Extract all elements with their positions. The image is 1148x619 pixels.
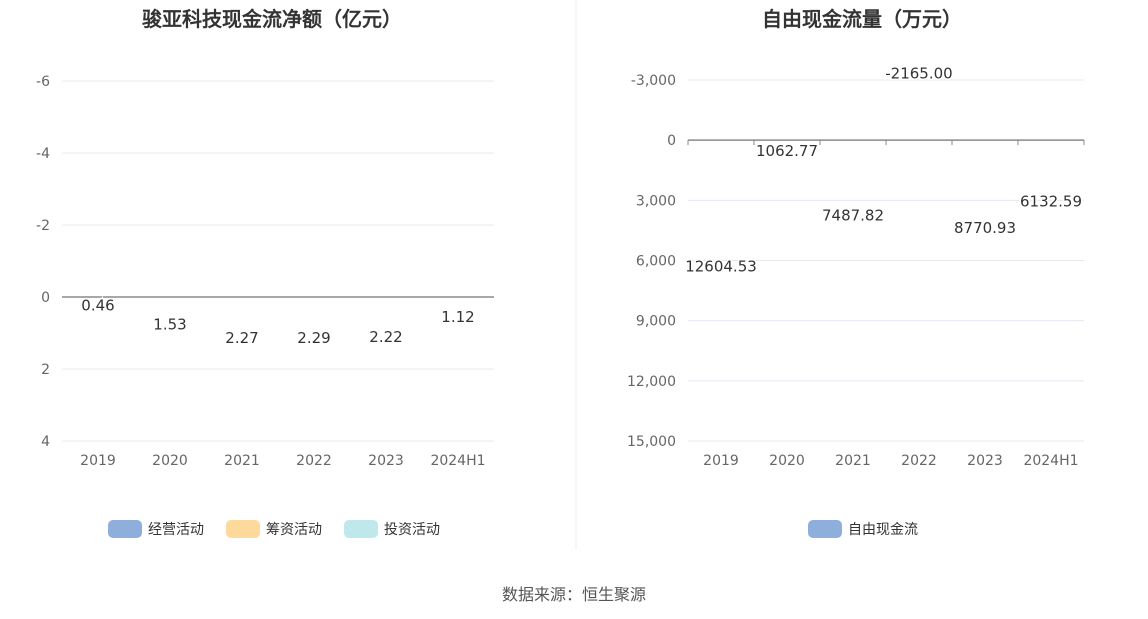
bar-value-label: 2.27	[225, 329, 258, 347]
x-tick-label: 2020	[769, 453, 805, 469]
right-chart-plot: 15,000 12,000 9,000 6,000 3,000 0 -3,000 12604.…	[627, 63, 1085, 469]
y-tick-label: 9,000	[636, 314, 676, 330]
y-tick-label: 0	[667, 133, 676, 149]
bar-value-label: 7487.82	[822, 206, 884, 224]
y-tick-label: -6	[36, 74, 50, 90]
y-tick-label: -3,000	[631, 73, 676, 89]
legend-swatch[interactable]	[226, 520, 260, 538]
x-tick-label: 2021	[835, 453, 871, 469]
bar-value-label: 6132.59	[1020, 193, 1082, 211]
y-tick-label: 15,000	[627, 434, 676, 450]
x-tick-label: 2020	[152, 453, 188, 469]
right-chart-title: 自由现金流量（万元）	[762, 7, 962, 31]
bar-value-label: 1.12	[441, 308, 474, 326]
data-source-note: 数据来源：恒生聚源	[501, 585, 646, 604]
left-chart-legend[interactable]: 经营活动 筹资活动 投资活动	[108, 520, 440, 538]
bar-value-label: 2.22	[369, 328, 402, 346]
legend-label[interactable]: 投资活动	[384, 522, 440, 538]
x-tick-label: 2023	[368, 453, 404, 469]
y-tick-label: -4	[36, 146, 50, 162]
bar-value-label: 2.29	[297, 329, 330, 347]
y-tick-label: -2	[36, 218, 50, 234]
left-chart-plot: 4 2 0 -2 -4 -6 0.46 1.53 2.27 2.29 2.22 1.12 2019 202…	[36, 74, 494, 469]
legend-label[interactable]: 经营活动	[148, 522, 204, 538]
legend-swatch[interactable]	[108, 520, 142, 538]
y-tick-label: 0	[41, 290, 50, 306]
x-tick-label: 2022	[296, 453, 332, 469]
bar-value-label: 1.53	[153, 316, 186, 334]
bar-value-label: -2165.00	[885, 65, 952, 83]
left-chart-title: 骏亚科技现金流净额（亿元）	[142, 7, 402, 31]
legend-label[interactable]: 筹资活动	[266, 521, 322, 538]
x-tick-label: 2019	[703, 453, 739, 469]
x-tick-label: 2024H1	[1023, 453, 1078, 469]
x-tick-label: 2023	[967, 453, 1003, 469]
y-tick-label: 2	[41, 362, 50, 378]
x-tick-label: 2021	[224, 453, 260, 469]
y-tick-label: 6,000	[636, 254, 676, 270]
bar-value-label: 8770.93	[954, 219, 1016, 237]
bar-value-label: 12604.53	[685, 258, 757, 276]
x-tick-label: 2019	[80, 453, 116, 469]
y-tick-label: 12,000	[627, 374, 676, 390]
legend-label[interactable]: 自由现金流	[848, 522, 918, 538]
bar-value-label: 1062.77	[756, 142, 818, 160]
bar-value-label: 0.46	[81, 296, 114, 314]
legend-swatch[interactable]	[808, 520, 842, 538]
right-chart-legend[interactable]: 自由现金流	[808, 520, 918, 538]
legend-swatch[interactable]	[344, 520, 378, 538]
x-tick-label: 2022	[901, 453, 937, 469]
y-tick-label: 4	[41, 434, 50, 450]
y-tick-label: 3,000	[636, 193, 676, 209]
x-tick-label: 2024H1	[430, 453, 485, 469]
